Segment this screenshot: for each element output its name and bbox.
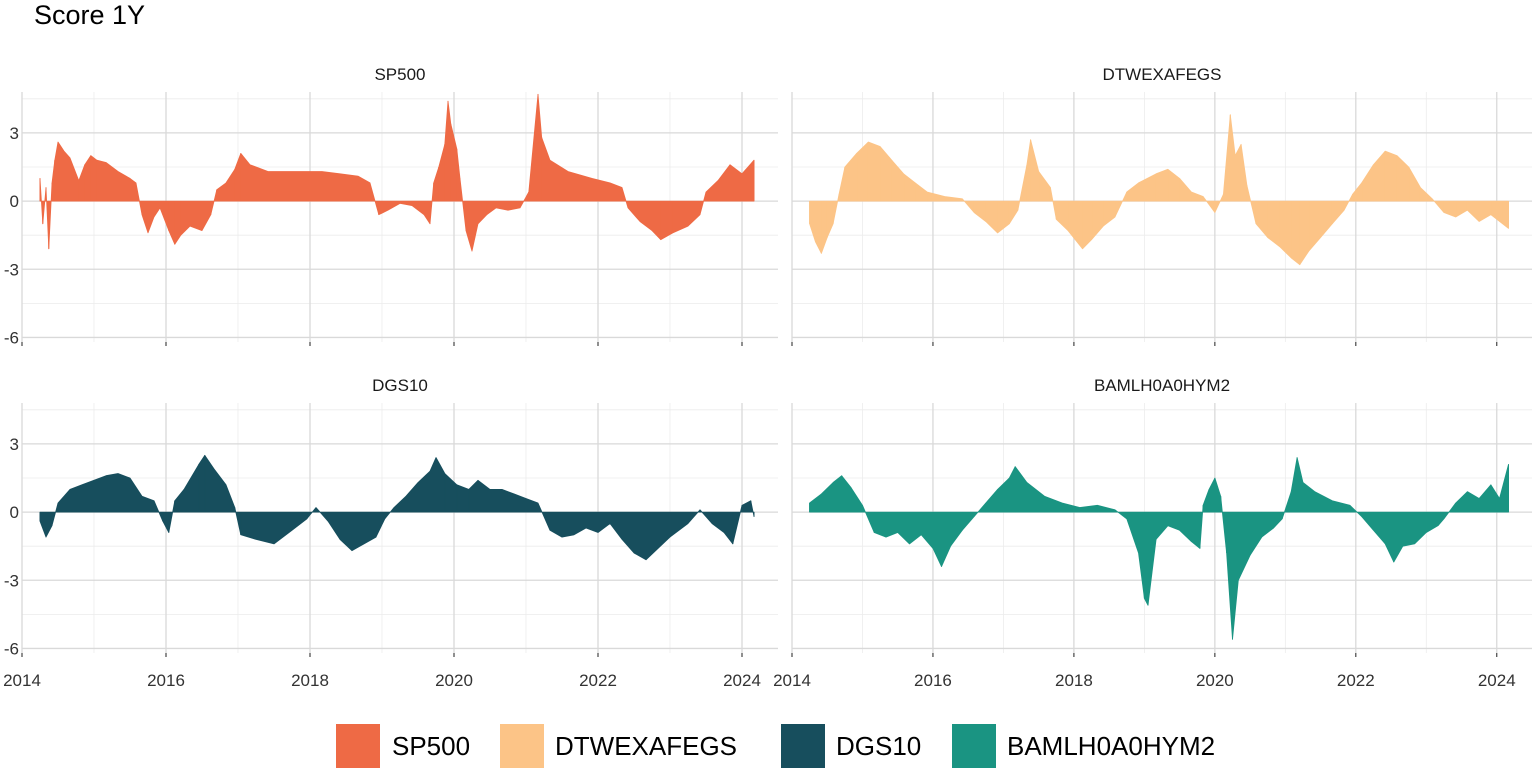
y-tick-label: -3 [4, 571, 19, 590]
facet-strip-label: DGS10 [372, 376, 428, 395]
y-tick-label: -6 [4, 328, 19, 347]
panel-dtwexafegs: DTWEXAFEGS [791, 65, 1532, 346]
panel-bamlh0a0hym2: BAMLH0A0HYM2 2014 2016 2018 2020 2022 2024 [773, 376, 1532, 690]
x-tick-label: 2014 [3, 671, 41, 690]
facet-panels: SP500 3 0 -3 -6 DTWEXAFEGS DGS10 3 0 -3 -6 2014 2016… [3, 65, 1532, 690]
series-bars-bamlh0a0hym2 [809, 457, 1509, 640]
legend-label: BAMLH0A0HYM2 [1007, 731, 1215, 761]
y-tick-label: -3 [4, 260, 19, 279]
y-tick-label: 3 [10, 124, 19, 143]
legend: SP500 DTWEXAFEGS DGS10 BAMLH0A0HYM2 [336, 724, 1215, 768]
legend-label: DTWEXAFEGS [555, 731, 737, 761]
x-tick-label: 2022 [1337, 671, 1375, 690]
x-tick-label: 2024 [723, 671, 761, 690]
legend-key [336, 724, 380, 768]
facet-strip-label: DTWEXAFEGS [1102, 65, 1221, 84]
y-tick-label: 0 [10, 503, 19, 522]
panel-dgs10: DGS10 3 0 -3 -6 2014 2016 2018 2020 2022 2024 [3, 376, 778, 690]
legend-item-dtwexafegs: DTWEXAFEGS [500, 724, 737, 768]
chart-title: Score 1Y [34, 0, 145, 30]
facet-strip-label: BAMLH0A0HYM2 [1094, 376, 1230, 395]
x-tick-label: 2016 [914, 671, 952, 690]
series-bars-dgs10 [39, 454, 755, 561]
series-bars-sp500 [39, 93, 755, 252]
y-tick-label: 0 [10, 192, 19, 211]
x-tick-label: 2024 [1478, 671, 1516, 690]
x-tick-label: 2020 [435, 671, 473, 690]
x-tick-label: 2018 [291, 671, 329, 690]
y-tick-label: -6 [4, 639, 19, 658]
legend-item-dgs10: DGS10 [781, 724, 921, 768]
x-tick-label: 2022 [579, 671, 617, 690]
panel-sp500: SP500 3 0 -3 -6 [4, 65, 778, 347]
legend-label: DGS10 [836, 731, 921, 761]
x-tick-label: 2016 [147, 671, 185, 690]
facet-strip-label: SP500 [374, 65, 425, 84]
legend-label: SP500 [392, 731, 470, 761]
x-tick-label: 2020 [1196, 671, 1234, 690]
series-bars-dtwexafegs [809, 114, 1509, 266]
legend-item-sp500: SP500 [336, 724, 470, 768]
legend-key [781, 724, 825, 768]
y-tick-label: 3 [10, 435, 19, 454]
legend-item-bamlh0a0hym2: BAMLH0A0HYM2 [952, 724, 1215, 768]
x-tick-label: 2014 [773, 671, 811, 690]
legend-key [500, 724, 544, 768]
x-tick-label: 2018 [1055, 671, 1093, 690]
legend-key [952, 724, 996, 768]
